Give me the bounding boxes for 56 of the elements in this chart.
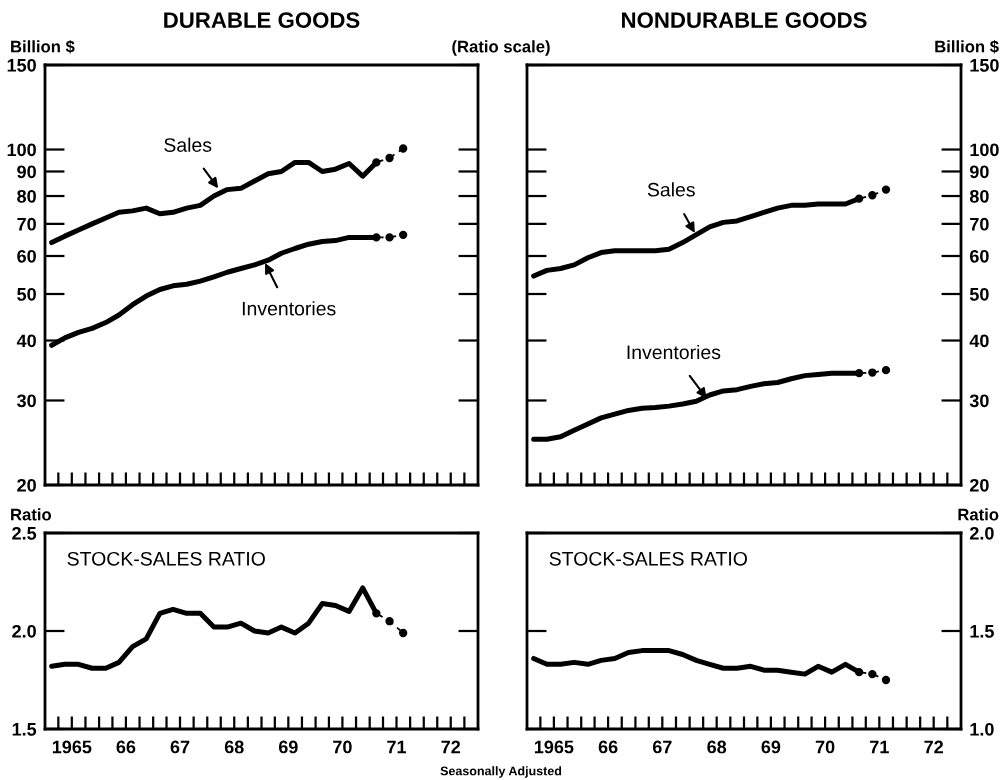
y-axis-title: Ratio [958, 508, 999, 521]
y-tick-label: 1.5 [970, 625, 994, 638]
x-tick-label: 68 [224, 740, 244, 754]
y-tick-label: 60 [969, 249, 989, 263]
text: (Ratio scale) [452, 40, 550, 56]
x-tick-label: 67 [652, 740, 672, 754]
x-tick-label: 70 [815, 740, 835, 754]
annotation: Inventories [242, 301, 336, 316]
y-tick-label: 20 [969, 478, 989, 492]
y-tick-label: 20 [17, 478, 36, 492]
y-tick-label: 90 [17, 165, 36, 179]
y-tick-label: 60 [17, 249, 36, 263]
text: Seasonally Adjusted [440, 766, 562, 778]
x-tick-label: 1965 [52, 740, 92, 754]
y-tick-label: 150 [7, 58, 36, 72]
chart-title: NONDURABLE GOODS [622, 12, 867, 28]
y-tick-label: 30 [969, 394, 989, 408]
annotation: Sales [647, 182, 695, 197]
y-tick-label: 40 [16, 334, 36, 348]
chart-title: DURABLE GOODS [164, 12, 360, 28]
y-tick-label: 50 [17, 287, 36, 301]
x-tick-label: 70 [333, 740, 352, 754]
x-tick-label: 1965 [534, 740, 574, 754]
x-tick-label: 72 [441, 740, 461, 754]
x-tick-label: 66 [116, 740, 136, 754]
y-tick-label: 1.5 [12, 723, 37, 736]
y-tick-label: 2.0 [969, 526, 994, 540]
y-tick-label: 80 [17, 189, 36, 203]
y-tick-label: 50 [969, 287, 989, 301]
y-tick-label: 2.0 [12, 624, 36, 638]
x-tick-label: 69 [761, 740, 781, 754]
y-tick-label: 90 [969, 165, 989, 179]
annotation: Inventories [627, 344, 721, 360]
y-tick-label: 1.0 [970, 722, 994, 736]
y-tick-label: 70 [17, 217, 36, 231]
y-tick-label: 80 [969, 189, 989, 203]
x-tick-label: 67 [170, 740, 190, 754]
text: STOCK-SALES RATIO [67, 551, 265, 566]
y-axis-title: Ratio [11, 508, 52, 521]
text: STOCK-SALES RATIO [549, 551, 747, 566]
x-tick-label: 71 [387, 740, 407, 754]
x-tick-label: 72 [924, 740, 943, 754]
y-tick-label: 40 [969, 334, 989, 348]
y-axis-title: Billion $ [935, 39, 999, 54]
y-tick-label: 70 [970, 217, 989, 231]
y-tick-label: 100 [970, 143, 999, 157]
y-tick-label: 30 [17, 394, 36, 408]
annotation: Sales [164, 137, 212, 152]
x-tick-label: 69 [278, 740, 298, 754]
y-tick-label: 100 [7, 143, 36, 157]
x-tick-label: 68 [707, 740, 727, 754]
y-tick-label: 150 [970, 58, 999, 72]
x-tick-label: 66 [598, 740, 618, 754]
y-tick-label: 2.5 [12, 526, 37, 540]
y-axis-title: Billion $ [11, 39, 75, 54]
x-tick-label: 71 [870, 740, 889, 754]
